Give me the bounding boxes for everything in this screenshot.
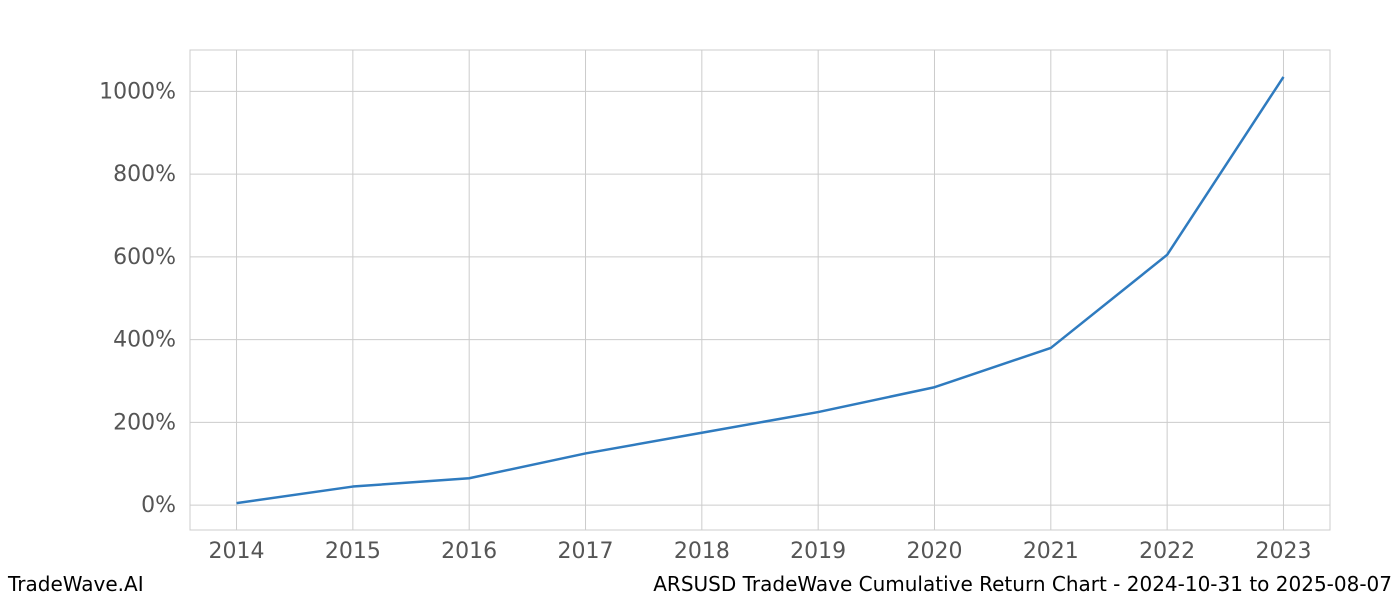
- y-tick-label: 1000%: [99, 79, 176, 104]
- x-tick-label: 2022: [1139, 539, 1195, 564]
- x-tick-label: 2023: [1255, 539, 1311, 564]
- y-tick-label: 600%: [113, 245, 176, 270]
- x-tick-label: 2014: [209, 539, 265, 564]
- x-tick-label: 2018: [674, 539, 730, 564]
- x-tick-label: 2020: [906, 539, 962, 564]
- chart-container: 2014 2015 2016 2017 2018 2019 2020 2021 2022 2023…: [0, 0, 1400, 600]
- y-tick-label: 400%: [113, 328, 176, 353]
- x-tick-label: 2021: [1023, 539, 1079, 564]
- footer-right-text: ARSUSD TradeWave Cumulative Return Chart…: [653, 572, 1392, 596]
- line-chart: 2014 2015 2016 2017 2018 2019 2020 2021 2022 2023…: [0, 0, 1400, 600]
- footer: TradeWave.AI ARSUSD TradeWave Cumulative…: [0, 570, 1400, 600]
- y-tick-label: 0%: [141, 493, 176, 518]
- x-tick-label: 2015: [325, 539, 381, 564]
- x-tick-label: 2017: [558, 539, 614, 564]
- x-tick-label: 2016: [441, 539, 497, 564]
- data-series-line: [237, 77, 1284, 503]
- plot-border: [190, 50, 1330, 530]
- x-tick-label: 2019: [790, 539, 846, 564]
- footer-left-text: TradeWave.AI: [8, 572, 144, 596]
- y-tick-label: 200%: [113, 410, 176, 435]
- y-tick-label: 800%: [113, 162, 176, 187]
